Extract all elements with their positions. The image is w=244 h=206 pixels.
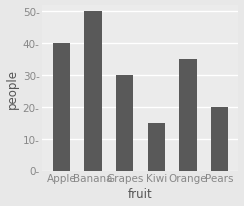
Bar [53, 44, 70, 171]
Bar [179, 60, 197, 171]
Bar [116, 75, 133, 171]
Bar [211, 107, 228, 171]
Bar [84, 12, 102, 171]
Bar [148, 123, 165, 171]
X-axis label: fruit: fruit [128, 187, 153, 200]
Y-axis label: people: people [6, 68, 19, 108]
